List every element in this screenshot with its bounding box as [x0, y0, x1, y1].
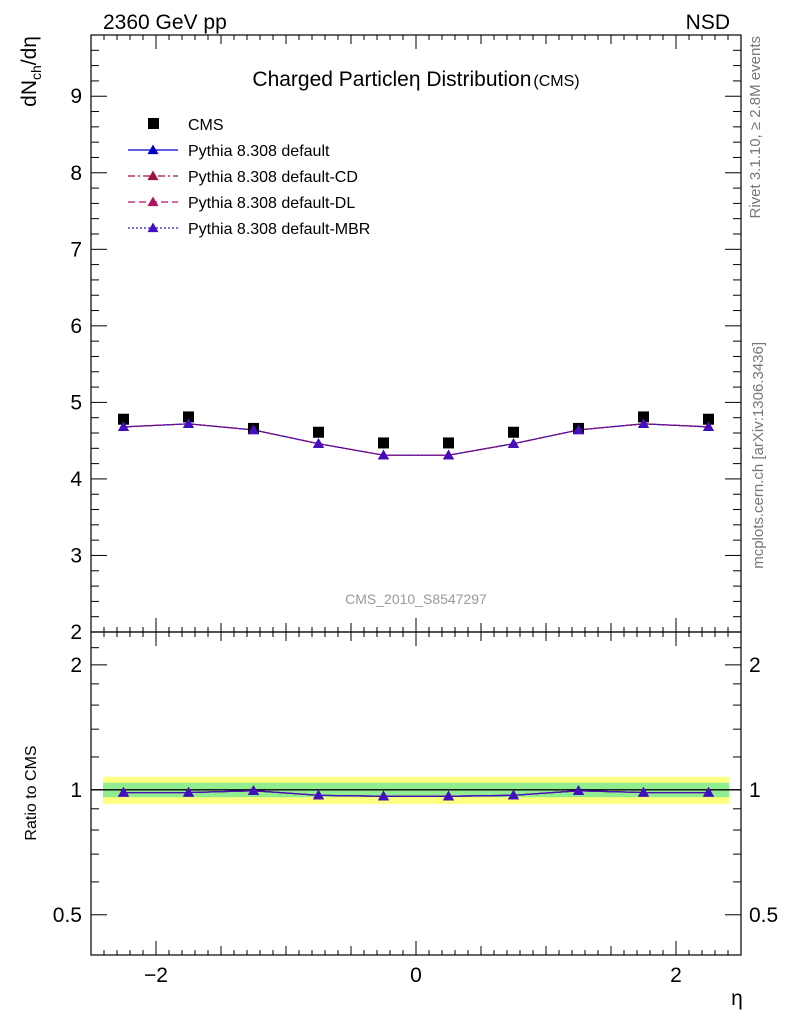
legend-marker — [148, 118, 159, 129]
ratio-data-point — [118, 787, 129, 797]
legend: CMS Pythia 8.308 default Pythia 8.308 defa… — [128, 117, 370, 238]
main-y-tick-label: 6 — [70, 315, 82, 338]
ratio-data-point — [703, 787, 714, 797]
ratio-data-point — [508, 789, 519, 800]
ratio-y-tick-label-right: 1 — [749, 779, 761, 802]
cms-data-point — [508, 426, 519, 438]
x-tick-label: 2 — [670, 964, 682, 987]
main-y-axis-label-sub: ch — [28, 65, 44, 80]
cms-data-point — [443, 437, 454, 449]
main-y-tick-label: 4 — [70, 468, 82, 491]
mc-data-point — [508, 438, 519, 448]
ratio-data-point — [248, 785, 259, 795]
ratio-data-point — [378, 790, 389, 801]
main-y-axis-label-tail: /dη — [18, 36, 41, 65]
rivet-label: Rivet 3.1.10, ≥ 2.8M events — [747, 36, 764, 219]
legend-marker — [147, 196, 159, 207]
ratio-data-point — [443, 790, 454, 801]
legend-label: Pythia 8.308 default-CD — [188, 169, 358, 186]
x-tick-label: 0 — [410, 964, 422, 987]
ratio-y-tick-label-right: 0.5 — [749, 904, 778, 927]
cms-data-point — [378, 437, 389, 449]
ratio-data-point — [183, 787, 194, 797]
main-y-tick-label: 2 — [70, 621, 82, 644]
cms-data-point — [703, 413, 714, 425]
ratio-data-point — [573, 785, 584, 795]
main-y-tick-label: 8 — [70, 162, 82, 185]
ratio-y-tick-label-right: 2 — [749, 654, 761, 677]
mc-data-point — [573, 424, 584, 435]
main-title-text: Charged Particleη Distribution — [252, 68, 531, 91]
cms-data-point — [118, 413, 129, 425]
mc-data-point — [378, 449, 389, 460]
cms-data-point — [313, 426, 324, 438]
main-series-line — [123, 423, 709, 456]
legend-label: Pythia 8.308 default — [188, 143, 330, 160]
ratio-data-point — [313, 789, 324, 800]
ratio-series-line — [123, 790, 709, 797]
main-title-suffix: (CMS) — [533, 73, 579, 90]
ratio-plot-frame — [90, 631, 742, 956]
main-series-line — [123, 423, 709, 456]
legend-marker — [147, 144, 159, 155]
x-axis-label: η — [731, 987, 743, 1010]
main-y-axis-label-dn: dN — [18, 80, 41, 107]
analysis-watermark: CMS_2010_S8547297 — [345, 591, 487, 607]
energy-label: 2360 GeV pp — [103, 11, 227, 34]
ratio-plot-panel: −2 0 2 0.5 0.5 1 1 2 2 Ratio to CMS η — [23, 631, 778, 1010]
mc-data-point — [638, 418, 649, 428]
legend-marker — [147, 170, 159, 181]
mc-data-point — [248, 424, 259, 435]
main-title: Charged Particleη Distribution (CMS) — [252, 68, 579, 91]
main-series-line — [123, 423, 709, 456]
mc-data-point — [183, 418, 194, 428]
mcplots-label: mcplots.cern.ch [arXiv:1306.3436] — [750, 342, 767, 569]
ratio-y-tick-label-left: 2 — [70, 654, 82, 677]
legend-label: Pythia 8.308 default-MBR — [188, 221, 370, 238]
cms-data-point — [183, 411, 194, 423]
x-tick-label: −2 — [144, 964, 168, 987]
legend-marker — [147, 222, 159, 233]
main-y-tick-label: 9 — [70, 85, 82, 108]
legend-label: CMS — [188, 117, 224, 134]
mc-data-point — [443, 449, 454, 460]
cms-data-point — [638, 411, 649, 423]
mc-data-point — [313, 438, 324, 448]
ratio-y-axis-label: Ratio to CMS — [23, 745, 40, 840]
main-plot-panel: 2 3 4 5 6 7 8 9 Charged Particleη Distribution(… — [18, 34, 742, 644]
mc-data-point — [703, 421, 714, 432]
main-series-line — [123, 423, 709, 456]
main-y-tick-label: 5 — [70, 391, 82, 414]
legend-label: Pythia 8.308 default-DL — [188, 195, 355, 212]
main-y-axis-label: dNch/dη — [18, 36, 44, 107]
ratio-data-point — [638, 787, 649, 797]
main-y-tick-label: 3 — [70, 544, 82, 567]
mc-data-point — [118, 421, 129, 432]
ratio-y-tick-label-left: 0.5 — [53, 904, 82, 927]
main-y-tick-label: 7 — [70, 238, 82, 261]
process-label: NSD — [686, 11, 730, 34]
ratio-y-tick-label-left: 1 — [70, 779, 82, 802]
